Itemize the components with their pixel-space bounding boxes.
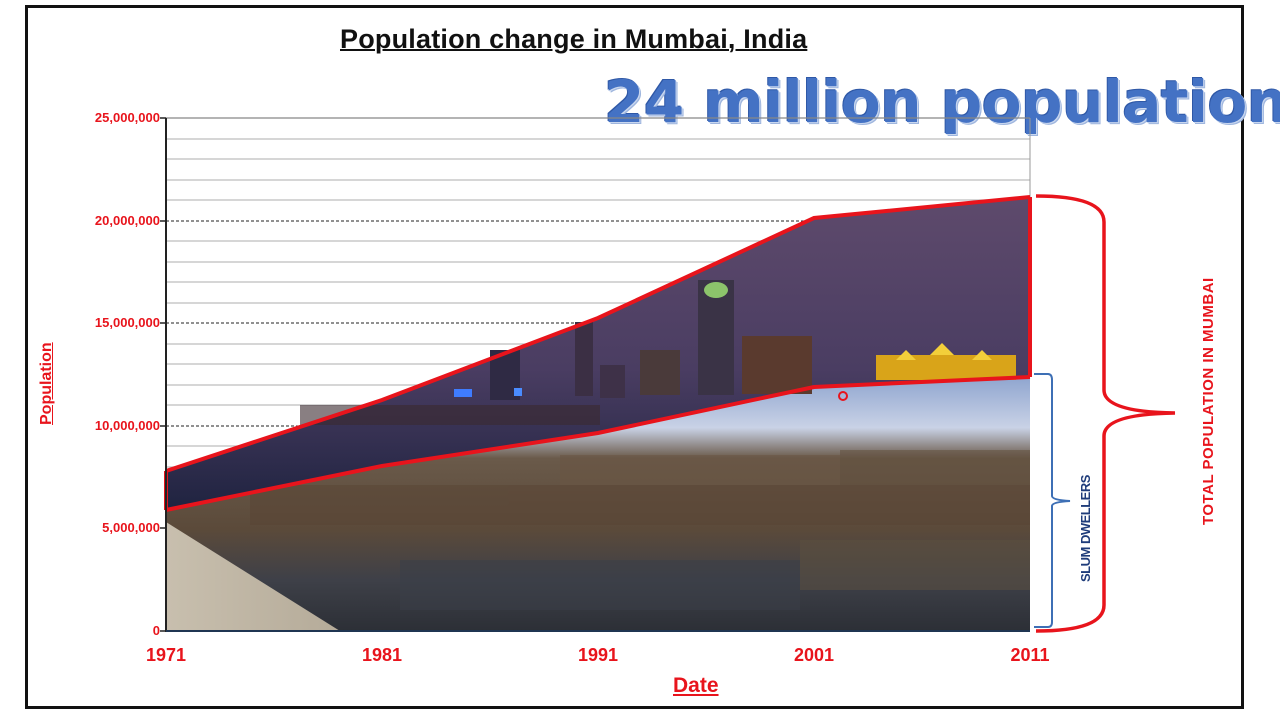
headline-annotation: 24 million population bbox=[604, 68, 1280, 136]
x-tick-1971: 1971 bbox=[145, 645, 187, 665]
slum-dwellers-label: SLUM DWELLERS bbox=[1078, 475, 1093, 582]
y-axis-label: Population bbox=[38, 342, 55, 425]
total-population-line bbox=[165, 195, 1031, 473]
total-population-label: TOTAL POPULATION IN MUMBAI bbox=[1200, 277, 1217, 525]
x-tick-2001: 2001 bbox=[793, 645, 835, 665]
y-tick-20m: 20,000,000 bbox=[94, 213, 160, 228]
x-tick-1991: 1991 bbox=[577, 645, 619, 665]
y-tick-5m: 5,000,000 bbox=[102, 520, 160, 535]
x-tick-1981: 1981 bbox=[361, 645, 403, 665]
y-tick-25m: 25,000,000 bbox=[94, 110, 160, 125]
skyline-buildings bbox=[300, 280, 1016, 425]
y-tick-15m: 15,000,000 bbox=[94, 315, 160, 330]
slum-dwellers-line bbox=[165, 375, 1031, 512]
y-tick-10m: 10,000,000 bbox=[94, 418, 160, 433]
slum-dwellers-bracket bbox=[1034, 373, 1071, 628]
chart-title: Population change in Mumbai, India bbox=[340, 24, 808, 54]
x-axis-label: Date bbox=[673, 674, 719, 697]
city-population-area bbox=[166, 197, 1030, 510]
total-population-bracket bbox=[1035, 194, 1176, 633]
y-tick-0: 0 bbox=[152, 623, 160, 638]
x-tick-2011: 2011 bbox=[1010, 645, 1050, 665]
